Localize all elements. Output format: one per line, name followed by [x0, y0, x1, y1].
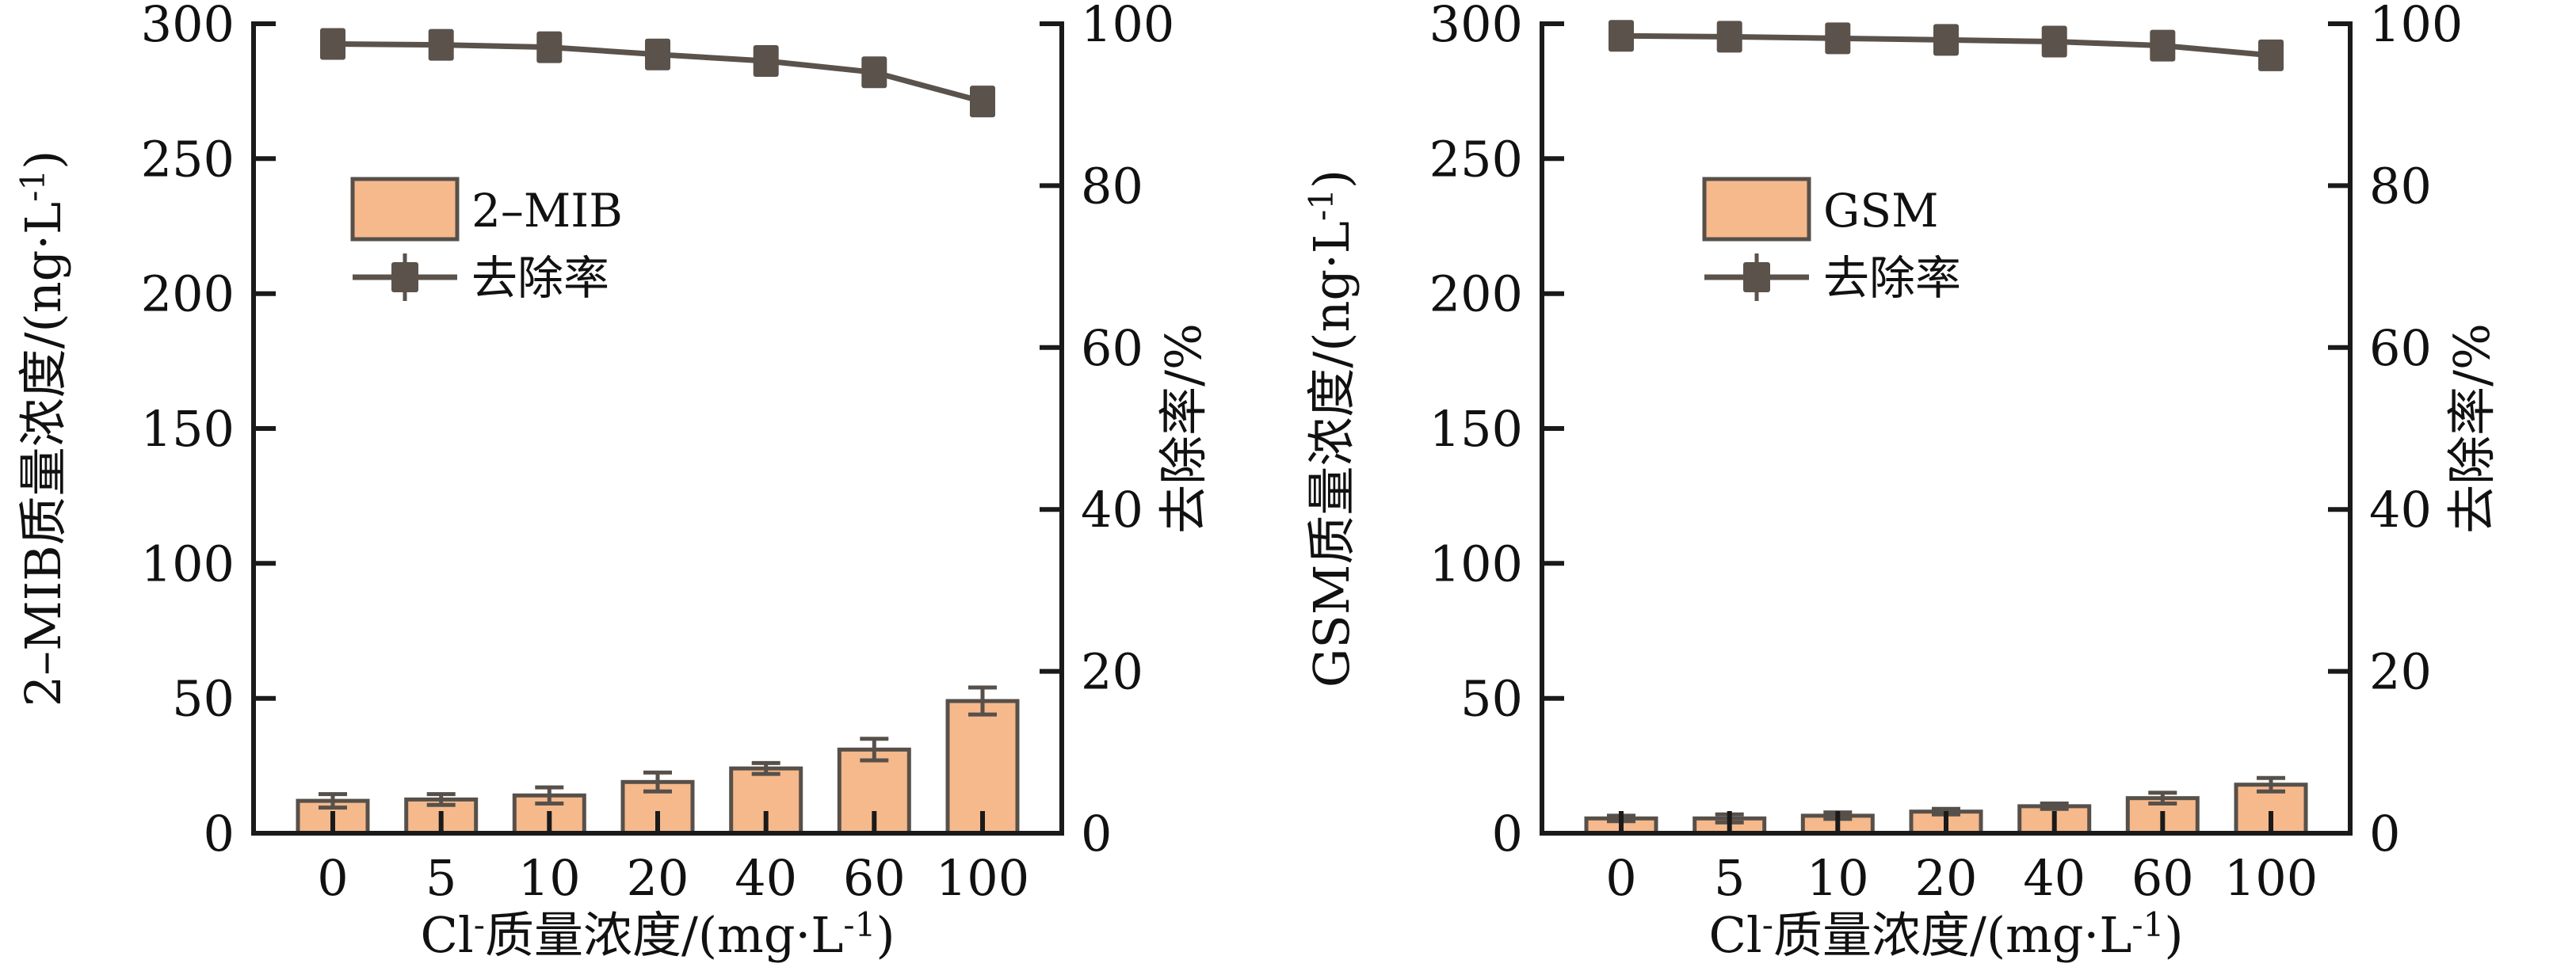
chart-panel-gsm: 0 50 100 150 200 250 300 0 20 40 60 80 100 0 5 10 20 40 60… — [1288, 0, 2576, 975]
legend-bar-label: GSM — [1823, 184, 1938, 238]
legend-bar-swatch — [350, 177, 460, 242]
line-marker — [2041, 25, 2067, 58]
y-right-tick-label: 100 — [2369, 0, 2463, 53]
y-left-tick-label: 50 — [1460, 670, 1523, 728]
bar-error — [319, 792, 347, 810]
y-left-tick-label: 100 — [141, 535, 235, 592]
bar-error — [968, 685, 997, 717]
x-tick-label: 0 — [1605, 849, 1636, 907]
y-right-tick-label: 60 — [2369, 319, 2432, 377]
x-tick-label: 100 — [936, 849, 1029, 907]
y-left-tick-label: 200 — [141, 265, 235, 323]
x-tick-label: 10 — [518, 849, 581, 907]
y-axis-title-right: 去除率/% — [2443, 323, 2501, 534]
line-marker — [1933, 24, 1959, 56]
legend-bar-label: 2–MIB — [471, 184, 623, 238]
line-marker — [1825, 22, 1851, 55]
y-right-tick-label: 80 — [1081, 157, 1143, 215]
line-marker — [2258, 39, 2284, 71]
line-marker — [536, 31, 563, 63]
y-left-tick-label: 0 — [1492, 805, 1523, 863]
line-marker — [645, 38, 670, 70]
y-right-tick-label: 60 — [1081, 319, 1143, 377]
line-marker — [970, 86, 995, 118]
line-marker — [320, 28, 345, 60]
y-left-tick-label: 100 — [1429, 535, 1523, 592]
y-left-tick-label: 300 — [1429, 0, 1523, 53]
y-left-tick-label: 200 — [1429, 265, 1523, 323]
chart-panel-2mib: 0 50 100 150 200 250 300 0 20 40 60 80 100 0 5 10 20 40 60… — [13, 0, 1212, 964]
y-right-tick-label: 80 — [2369, 157, 2432, 215]
x-tick-label: 10 — [1807, 849, 1869, 907]
y-left-tick-label: 300 — [141, 0, 235, 53]
y-axis-title-left: GSM质量浓度/(ng·L-1) — [1302, 169, 1361, 687]
y-right-tick-label: 0 — [2369, 805, 2400, 863]
y-axis-title-right: 去除率/% — [1154, 323, 1212, 534]
x-tick-label: 100 — [2224, 849, 2318, 907]
y-left-tick-label: 250 — [1429, 130, 1523, 188]
bar-error — [2040, 802, 2069, 811]
line-marker — [1716, 21, 1742, 53]
y-right-tick-label: 40 — [2369, 481, 2432, 539]
y-left-tick-label: 150 — [141, 400, 235, 458]
y-right-tick-label: 40 — [1081, 481, 1143, 539]
x-tick-label: 0 — [317, 849, 348, 907]
line-marker — [861, 56, 887, 89]
y-left-tick-label: 50 — [172, 670, 235, 728]
bar-error — [2148, 790, 2177, 806]
x-tick-label: 5 — [426, 849, 456, 907]
x-axis-title: Cl-质量浓度/(mg·L-1) — [420, 905, 895, 964]
y-left-tick-label: 0 — [204, 805, 235, 863]
bar-error — [2257, 775, 2285, 794]
y-axis-title-left: 2–MIB质量浓度/(ng·L-1) — [13, 150, 72, 707]
x-tick-label: 60 — [2131, 849, 2194, 907]
bar-error — [643, 770, 672, 794]
line-marker — [1609, 20, 1634, 52]
y-left-tick-label: 150 — [1429, 400, 1523, 458]
x-tick-label: 20 — [627, 849, 689, 907]
legend-line-label: 去除率 — [471, 251, 609, 305]
x-tick-label: 5 — [1714, 849, 1745, 907]
x-tick-label: 40 — [2023, 849, 2086, 907]
bar-error — [535, 785, 564, 806]
legend: GSM 去除率 — [1702, 177, 1961, 305]
y-left-tick-label: 250 — [141, 130, 235, 188]
legend-line-marker — [391, 262, 418, 292]
legend-line-label: 去除率 — [1823, 251, 1961, 305]
y-right-tick-label: 100 — [1081, 0, 1174, 53]
y-right-tick-label: 0 — [1081, 805, 1112, 863]
x-axis-title: Cl-质量浓度/(mg·L-1) — [1708, 905, 2183, 964]
line-marker — [2150, 29, 2176, 62]
y-right-tick-label: 20 — [1081, 643, 1143, 701]
legend-line-marker — [1743, 262, 1770, 292]
x-tick-label: 20 — [1915, 849, 1978, 907]
line-marker — [428, 29, 454, 61]
axis-spines — [251, 21, 1064, 836]
bar-error — [751, 760, 780, 776]
axis-spines — [1540, 21, 2353, 836]
x-tick-label: 40 — [735, 849, 797, 907]
x-tick-label: 60 — [843, 849, 906, 907]
legend: 2–MIB 去除率 — [350, 177, 623, 305]
bar-error — [426, 792, 456, 807]
bar-error — [860, 737, 889, 763]
legend-bar-swatch — [1702, 177, 1811, 242]
line-marker — [753, 45, 779, 77]
y-right-tick-label: 20 — [2369, 643, 2432, 701]
